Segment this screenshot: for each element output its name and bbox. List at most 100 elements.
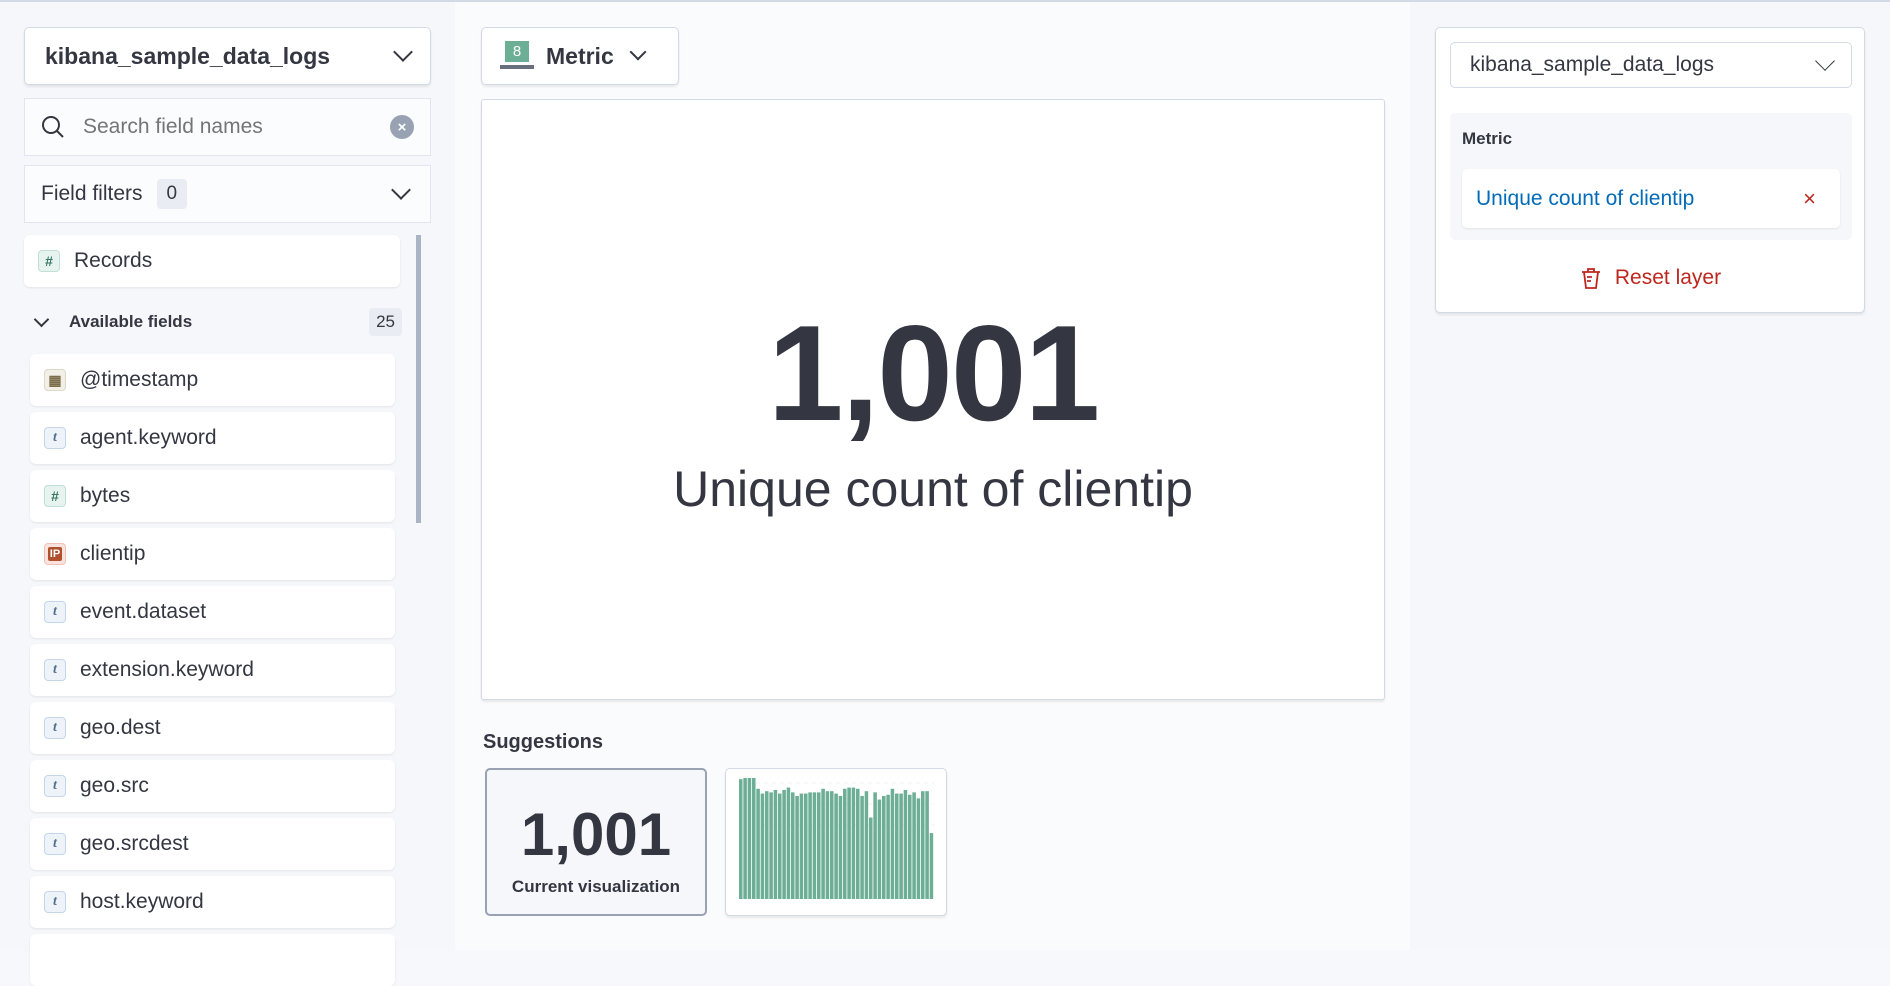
field-filters-label: Field filters xyxy=(41,182,143,205)
bar xyxy=(739,779,743,899)
suggestion-bar-chart[interactable] xyxy=(725,768,947,916)
field-filters-count: 0 xyxy=(156,179,188,209)
string-token-icon: t xyxy=(44,833,66,855)
index-pattern-label: kibana_sample_data_logs xyxy=(45,42,331,69)
bar xyxy=(782,789,786,899)
bar xyxy=(925,791,929,899)
reset-layer-label: Reset layer xyxy=(1614,266,1722,289)
workspace-panel: 1,001 Unique count of clientip xyxy=(481,99,1385,700)
records-field[interactable]: # Records xyxy=(24,235,400,287)
layer-index-dropdown[interactable]: kibana_sample_data_logs xyxy=(1450,42,1852,88)
field-item[interactable]: t agent.keyword xyxy=(30,412,395,464)
number-token-icon: # xyxy=(44,485,66,507)
group-label: Metric xyxy=(1462,129,1513,148)
bar xyxy=(851,787,856,899)
bar xyxy=(856,788,860,899)
field-name: event.dataset xyxy=(80,600,207,623)
available-fields-toggle[interactable]: Available fields 25 xyxy=(32,308,402,336)
field-name: bytes xyxy=(80,484,131,507)
bar xyxy=(765,791,769,899)
trash-icon xyxy=(1581,268,1600,289)
bar xyxy=(799,793,804,899)
number-token-icon: # xyxy=(38,250,60,272)
top-border xyxy=(0,0,1890,2)
available-fields-count: 25 xyxy=(369,308,402,336)
bar xyxy=(899,793,903,899)
field-name: geo.src xyxy=(80,774,149,797)
layer-index-label: kibana_sample_data_logs xyxy=(1470,53,1715,76)
bar xyxy=(847,787,851,899)
bar xyxy=(869,817,873,899)
chevron-down-icon xyxy=(33,311,50,327)
bar xyxy=(769,792,773,899)
string-token-icon: t xyxy=(44,601,66,623)
chart-type-label: Metric xyxy=(546,42,614,69)
field-item[interactable] xyxy=(30,934,395,986)
dimension-button[interactable]: Unique count of clientip × xyxy=(1462,169,1840,228)
bar xyxy=(795,795,799,899)
index-pattern-dropdown[interactable]: kibana_sample_data_logs xyxy=(24,27,431,85)
suggestions-title: Suggestions xyxy=(483,731,604,753)
field-item[interactable]: t geo.srcdest xyxy=(30,818,395,870)
search-input[interactable] xyxy=(83,115,390,139)
available-fields-label: Available fields xyxy=(69,312,193,331)
field-name: geo.srcdest xyxy=(80,832,189,855)
string-token-icon: t xyxy=(44,659,66,681)
bar xyxy=(743,778,747,899)
field-name: extension.keyword xyxy=(80,658,254,681)
string-token-icon: t xyxy=(44,775,66,797)
field-filters-button[interactable]: Field filters 0 xyxy=(24,165,431,223)
dimension-label[interactable]: Unique count of clientip xyxy=(1476,186,1695,210)
bar xyxy=(791,792,795,899)
scrollbar[interactable] xyxy=(416,235,421,523)
field-item[interactable]: t geo.dest xyxy=(30,702,395,754)
suggestion-label: Current visualization xyxy=(511,877,681,896)
search-icon xyxy=(42,116,64,138)
bar xyxy=(838,795,843,899)
metric-value: 1,001 xyxy=(767,297,1100,449)
bar xyxy=(821,788,825,899)
clear-icon[interactable]: × xyxy=(390,115,414,139)
bar xyxy=(778,793,782,899)
field-item[interactable]: t geo.src xyxy=(30,760,395,812)
remove-icon[interactable]: × xyxy=(1803,185,1816,211)
bar xyxy=(873,792,877,899)
string-token-icon: t xyxy=(44,891,66,913)
bar xyxy=(877,799,882,899)
bar xyxy=(921,791,925,899)
bar xyxy=(908,794,912,899)
bar xyxy=(830,791,834,899)
field-item[interactable]: ▦ @timestamp xyxy=(30,354,395,406)
chevron-down-icon xyxy=(1815,51,1835,71)
field-name: @timestamp xyxy=(80,368,199,391)
bar xyxy=(834,793,838,899)
suggestion-value: 1,001 xyxy=(520,801,672,868)
field-name: geo.dest xyxy=(80,716,161,739)
field-item[interactable]: t host.keyword xyxy=(30,876,395,928)
bar xyxy=(812,792,817,899)
field-item[interactable]: # bytes xyxy=(30,470,395,522)
suggestion-current[interactable]: 1,001 Current visualization xyxy=(485,768,707,916)
bar xyxy=(808,792,812,899)
bar xyxy=(929,833,934,899)
chart-switcher[interactable]: 8 Metric xyxy=(481,27,679,85)
bar xyxy=(843,788,847,899)
bar xyxy=(882,795,886,899)
metric-icon-digit: 8 xyxy=(505,41,529,62)
field-item[interactable]: IP clientip xyxy=(30,528,395,580)
field-item[interactable]: t event.dataset xyxy=(30,586,395,638)
bar xyxy=(890,788,895,899)
bar xyxy=(756,788,760,899)
bar xyxy=(773,789,778,899)
search-field[interactable]: × xyxy=(24,98,431,156)
field-item[interactable]: t extension.keyword xyxy=(30,644,395,696)
field-name: Records xyxy=(74,249,153,272)
reset-layer-button[interactable]: Reset layer xyxy=(1436,266,1864,290)
calendar-icon: ▦ xyxy=(44,369,66,391)
string-token-icon: t xyxy=(44,427,66,449)
metric-group: Metric Unique count of clientip × xyxy=(1450,113,1852,240)
bar xyxy=(752,778,756,899)
chevron-down-icon xyxy=(391,180,411,200)
field-name: agent.keyword xyxy=(80,426,217,449)
bar xyxy=(825,791,830,899)
